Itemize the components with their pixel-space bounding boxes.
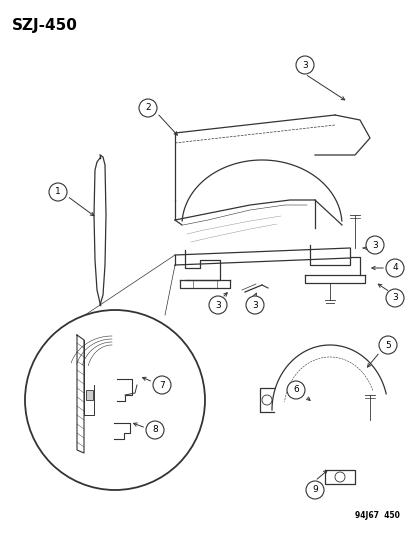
Text: 94J67  450: 94J67 450: [354, 511, 399, 520]
Text: 5: 5: [384, 341, 390, 350]
Text: 3: 3: [371, 240, 377, 249]
Bar: [86, 390, 93, 400]
Circle shape: [385, 289, 403, 307]
Circle shape: [286, 381, 304, 399]
Circle shape: [139, 99, 157, 117]
Text: SZJ-450: SZJ-450: [12, 18, 78, 33]
Circle shape: [295, 56, 313, 74]
Text: 3: 3: [391, 294, 397, 303]
Circle shape: [245, 296, 263, 314]
Circle shape: [146, 421, 164, 439]
Text: 7: 7: [159, 381, 164, 390]
Text: 3: 3: [215, 301, 221, 310]
Text: 3: 3: [252, 301, 257, 310]
Text: 9: 9: [311, 486, 317, 495]
Text: 8: 8: [152, 425, 157, 434]
Circle shape: [385, 259, 403, 277]
Text: 6: 6: [292, 385, 298, 394]
Circle shape: [305, 481, 323, 499]
Text: 1: 1: [55, 188, 61, 197]
Text: 3: 3: [301, 61, 307, 69]
Circle shape: [153, 376, 171, 394]
Circle shape: [25, 310, 204, 490]
Circle shape: [365, 236, 383, 254]
Circle shape: [209, 296, 226, 314]
Circle shape: [49, 183, 67, 201]
Circle shape: [378, 336, 396, 354]
Text: 2: 2: [145, 103, 150, 112]
Text: 4: 4: [391, 263, 397, 272]
